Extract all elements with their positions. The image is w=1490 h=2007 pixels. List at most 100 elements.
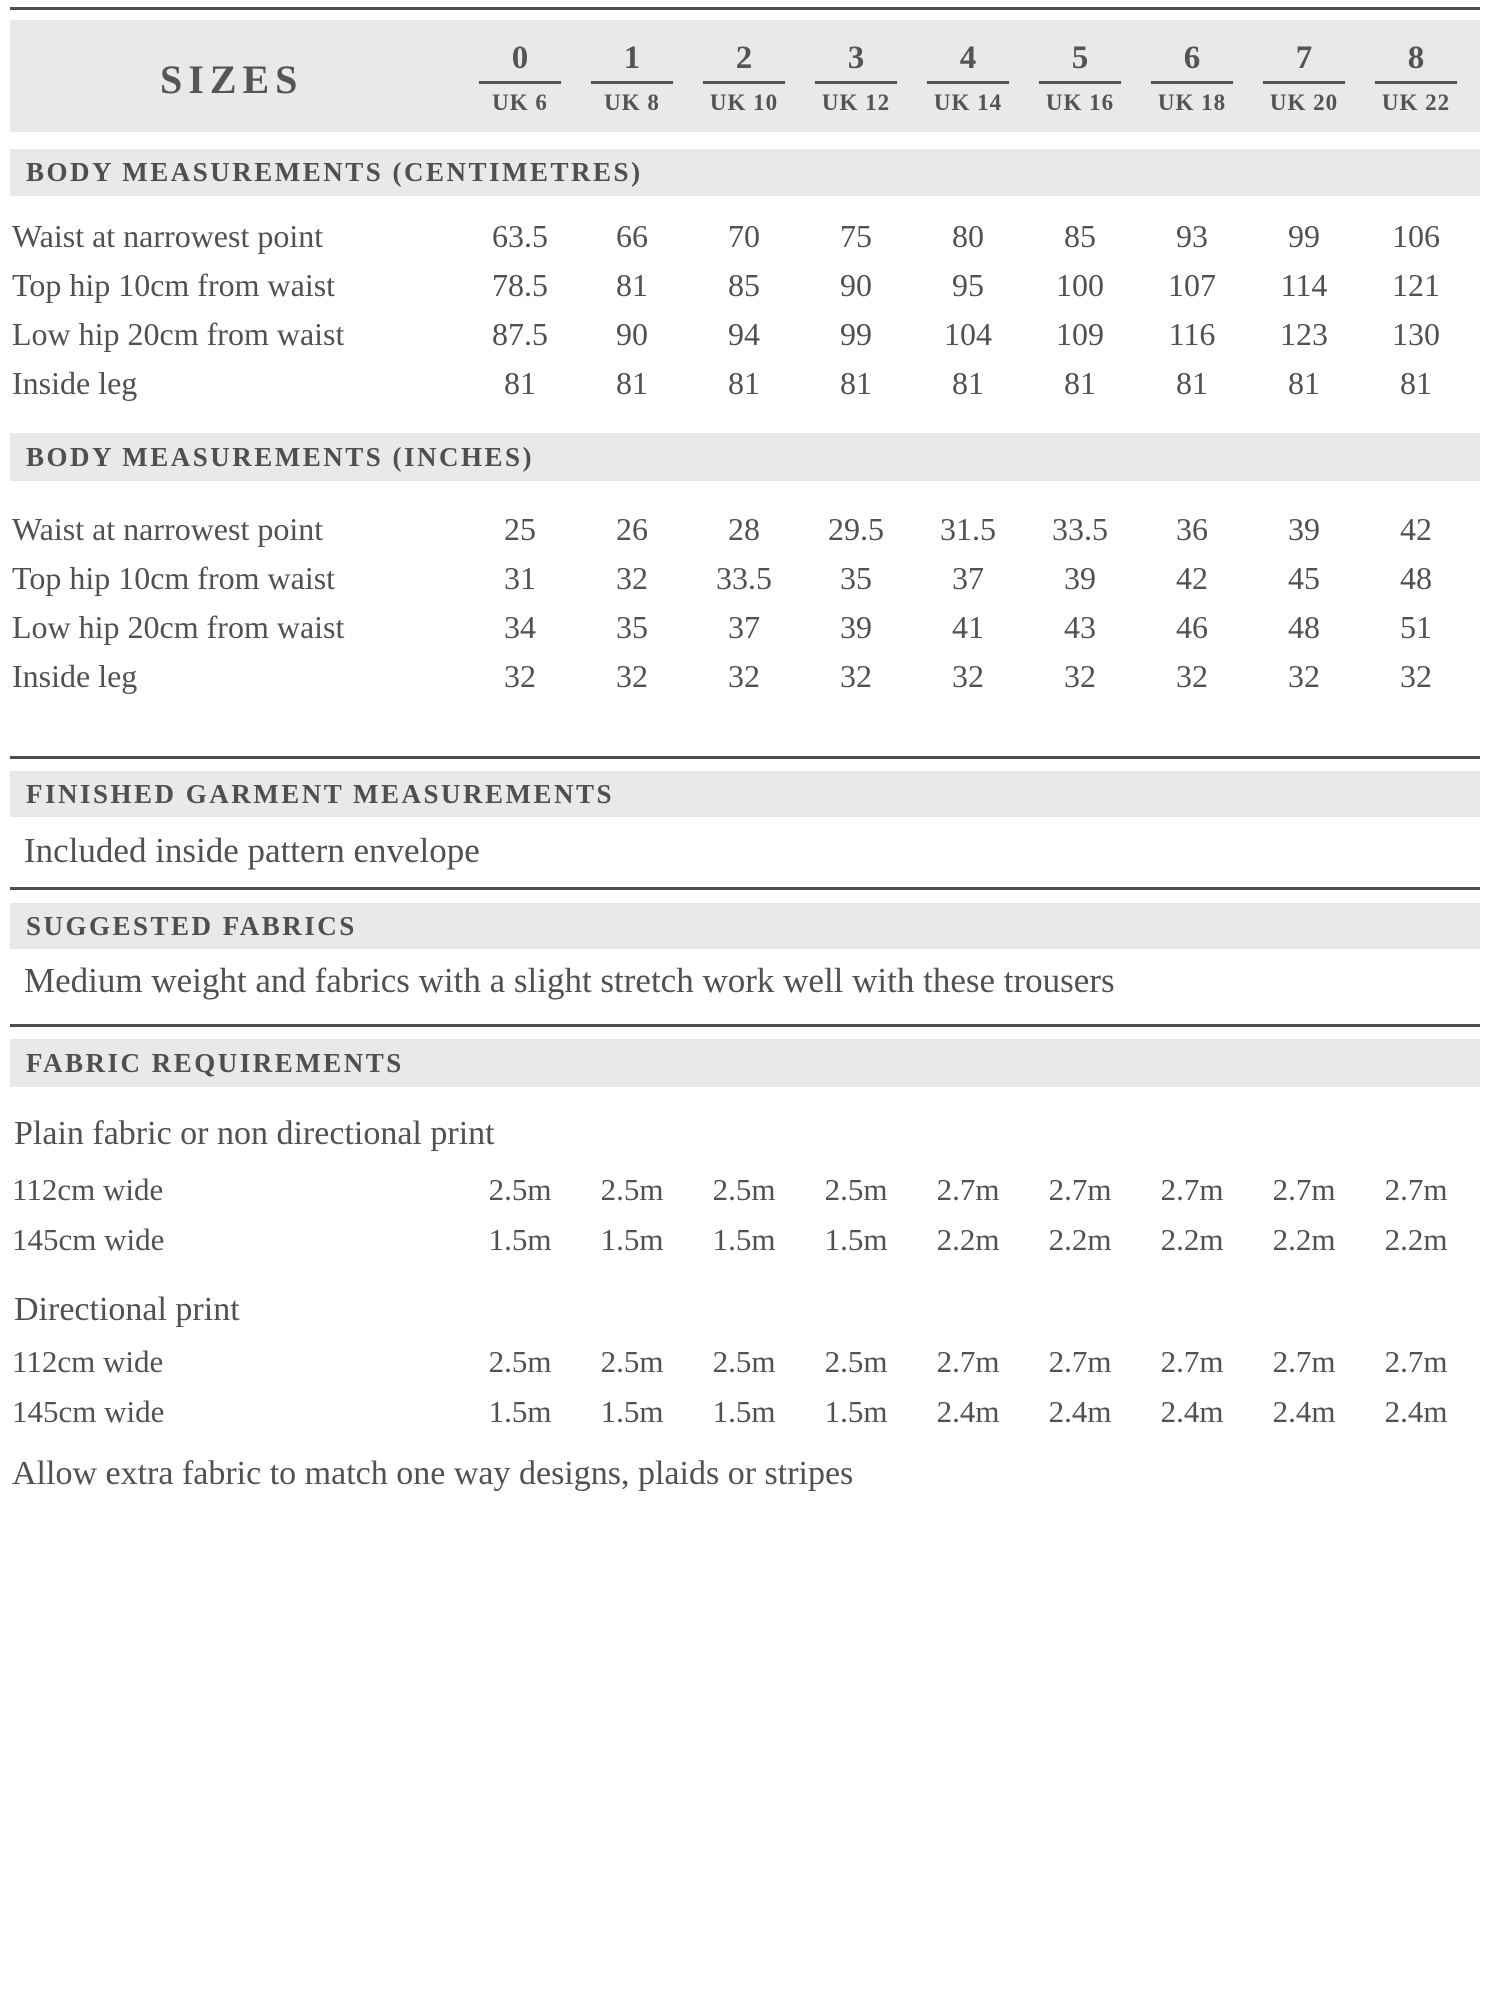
cell-value: 34 — [504, 609, 536, 645]
cell-value: 2.4m — [1160, 1394, 1224, 1429]
cell-value: 46 — [1176, 609, 1208, 645]
cell-value: 104 — [944, 316, 992, 352]
cell-value: 2.5m — [488, 1344, 552, 1379]
cell-value: 2.2m — [1384, 1222, 1448, 1257]
cell-value: 35 — [840, 560, 872, 596]
cell-value: 2.7m — [1272, 1344, 1336, 1379]
cell-value: 43 — [1064, 609, 1096, 645]
cell-value: 1.5m — [824, 1394, 888, 1429]
cell-value: 37 — [728, 609, 760, 645]
section-divider — [10, 887, 1480, 890]
table-row: 112cm wide 2.5m 2.5m 2.5m 2.5m 2.7m 2.7m… — [10, 1337, 1480, 1387]
cell-value: 2.4m — [936, 1394, 1000, 1429]
cell-value: 93 — [1176, 218, 1208, 254]
row-label: 145cm wide — [12, 1222, 165, 1257]
size-number: 0 — [511, 40, 529, 76]
cell-value: 78.5 — [492, 267, 548, 303]
cell-value: 31 — [504, 560, 536, 596]
cell-value: 81 — [1064, 365, 1096, 401]
sizes-title: SIZES — [160, 56, 304, 102]
section-header-suggested: SUGGESTED FABRICS — [10, 903, 1480, 949]
cell-value: 51 — [1400, 609, 1432, 645]
cell-value: 90 — [840, 267, 872, 303]
cell-value: 32 — [1400, 658, 1432, 694]
cell-value: 130 — [1392, 316, 1440, 352]
size-chart-page: SIZES 0 UK 6 1 UK 8 2 UK 10 3 UK 12 4 UK… — [10, 7, 1480, 1493]
cell-value: 2.2m — [1048, 1222, 1112, 1257]
table-row: Inside leg 32 32 32 32 32 32 32 32 32 — [10, 652, 1480, 701]
cell-value: 81 — [616, 267, 648, 303]
cell-value: 25 — [504, 511, 536, 547]
row-label: Inside leg — [12, 365, 138, 401]
cell-value: 100 — [1056, 267, 1104, 303]
cell-value: 95 — [952, 267, 984, 303]
size-column-8: 8 UK 22 — [1360, 20, 1472, 132]
size-underline — [1039, 81, 1121, 84]
cell-value: 87.5 — [492, 316, 548, 352]
cell-value: 107 — [1168, 267, 1216, 303]
cell-value: 66 — [616, 218, 648, 254]
uk-size-label: UK 14 — [933, 90, 1003, 115]
cell-value: 2.7m — [1048, 1172, 1112, 1207]
cell-value: 2.2m — [1272, 1222, 1336, 1257]
cell-value: 109 — [1056, 316, 1104, 352]
section-header-requirements: FABRIC REQUIREMENTS — [10, 1039, 1480, 1087]
cell-value: 81 — [504, 365, 536, 401]
inches-measurements-table: Waist at narrowest point 25 26 28 29.5 3… — [10, 505, 1480, 701]
size-underline — [1151, 81, 1233, 84]
uk-size-label: UK 6 — [492, 90, 548, 115]
size-column-4: 4 UK 14 — [912, 20, 1024, 132]
cell-value: 70 — [728, 218, 760, 254]
section-divider — [10, 1024, 1480, 1027]
cell-value: 90 — [616, 316, 648, 352]
size-underline — [703, 81, 785, 84]
cell-value: 81 — [616, 365, 648, 401]
cell-value: 2.5m — [712, 1172, 776, 1207]
section-title: SUGGESTED FABRICS — [26, 910, 357, 941]
size-underline — [479, 81, 561, 84]
row-label: Waist at narrowest point — [12, 511, 324, 547]
cell-value: 94 — [728, 316, 760, 352]
cell-value: 37 — [952, 560, 984, 596]
cell-value: 32 — [616, 658, 648, 694]
cm-measurements-table: Waist at narrowest point 63.5 66 70 75 8… — [10, 212, 1480, 408]
cell-value: 2.7m — [1048, 1344, 1112, 1379]
cell-value: 2.4m — [1272, 1394, 1336, 1429]
cell-value: 2.4m — [1384, 1394, 1448, 1429]
row-label: Top hip 10cm from waist — [12, 267, 336, 303]
cell-value: 80 — [952, 218, 984, 254]
fabric-group-label: Directional print — [14, 1291, 240, 1328]
cell-value: 33.5 — [1052, 511, 1108, 547]
table-row: 145cm wide 1.5m 1.5m 1.5m 1.5m 2.2m 2.2m… — [10, 1215, 1480, 1265]
cell-value: 32 — [1288, 658, 1320, 694]
section-title: BODY MEASUREMENTS (CENTIMETRES) — [26, 157, 643, 187]
fabric-footnote: Allow extra fabric to match one way desi… — [12, 1455, 854, 1492]
section-title: FABRIC REQUIREMENTS — [26, 1047, 404, 1078]
cell-value: 31.5 — [940, 511, 996, 547]
cell-value: 1.5m — [488, 1222, 552, 1257]
cell-value: 32 — [952, 658, 984, 694]
cell-value: 32 — [840, 658, 872, 694]
cell-value: 85 — [728, 267, 760, 303]
cell-value: 35 — [616, 609, 648, 645]
section-title: BODY MEASUREMENTS (INCHES) — [26, 441, 535, 472]
row-label: Inside leg — [12, 658, 138, 694]
cell-value: 1.5m — [712, 1222, 776, 1257]
top-rule — [10, 7, 1480, 10]
size-column-5: 5 UK 16 — [1024, 20, 1136, 132]
uk-size-label: UK 10 — [709, 90, 779, 115]
cell-value: 81 — [840, 365, 872, 401]
cell-value: 1.5m — [824, 1222, 888, 1257]
cell-value: 29.5 — [828, 511, 884, 547]
cell-value: 39 — [1288, 511, 1320, 547]
cell-value: 99 — [1288, 218, 1320, 254]
row-label: Low hip 20cm from waist — [12, 316, 345, 352]
size-number: 6 — [1183, 40, 1201, 76]
finished-note: Included inside pattern envelope — [24, 831, 480, 870]
cell-value: 75 — [840, 218, 872, 254]
cell-value: 85 — [1064, 218, 1096, 254]
fabric-group-label: Plain fabric or non directional print — [14, 1115, 495, 1152]
table-row: Waist at narrowest point 63.5 66 70 75 8… — [10, 212, 1480, 261]
cell-value: 2.7m — [936, 1344, 1000, 1379]
cell-value: 106 — [1392, 218, 1440, 254]
